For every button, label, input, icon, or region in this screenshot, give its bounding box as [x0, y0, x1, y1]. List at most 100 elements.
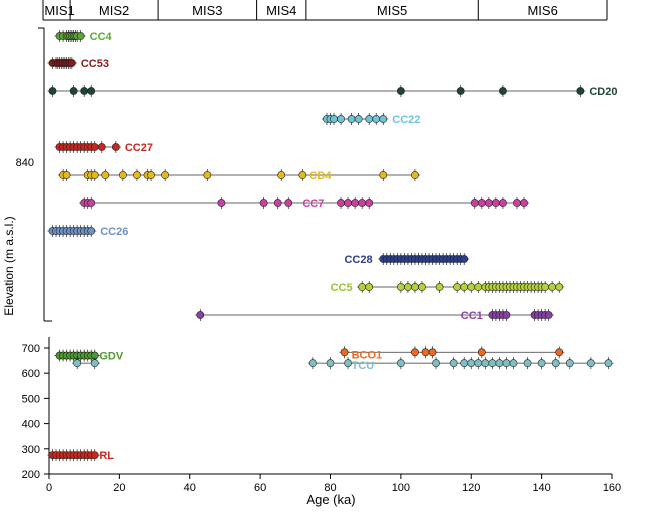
series-label: RL [99, 450, 114, 462]
data-point [372, 115, 381, 123]
x-tick-label: 80 [324, 482, 336, 494]
data-point [396, 283, 405, 291]
data-point [118, 171, 127, 179]
series-label: CD20 [589, 86, 617, 98]
series-cc4: CC4 [54, 30, 113, 43]
series-cc1: CC1 [195, 309, 554, 322]
data-point [73, 359, 82, 368]
data-point [484, 199, 493, 207]
upper-panel: 840 [16, 27, 52, 322]
series-cc28: CC28 [344, 253, 470, 266]
series-cd20: CD20 [47, 85, 617, 98]
data-point [460, 255, 469, 263]
data-point [76, 32, 85, 40]
data-point [87, 199, 96, 207]
data-point [330, 115, 338, 123]
series-label: GDV [99, 351, 124, 363]
data-point [344, 199, 352, 207]
data-point [87, 87, 96, 95]
data-point [133, 171, 141, 179]
x-tick-label: 120 [462, 482, 480, 494]
data-point [555, 283, 564, 291]
data-point [273, 199, 282, 207]
data-point [428, 348, 437, 357]
series-cc26: CC26 [47, 225, 128, 238]
x-tick-label: 60 [254, 482, 266, 494]
data-point [347, 115, 356, 123]
mis-label: MIS5 [377, 3, 407, 18]
data-point [502, 311, 511, 319]
data-point [499, 199, 507, 207]
data-point [259, 199, 268, 207]
data-point [513, 199, 521, 207]
data-point [565, 359, 574, 368]
data-point [396, 87, 405, 95]
data-point [460, 283, 469, 291]
data-point [48, 87, 57, 95]
series-label: CD4 [309, 170, 332, 182]
data-point [217, 199, 226, 207]
data-point [509, 359, 518, 368]
data-point [147, 171, 155, 179]
data-point [421, 348, 430, 357]
data-point [481, 359, 490, 368]
mis-label: MIS3 [192, 3, 222, 18]
data-point [344, 359, 352, 368]
data-point [326, 359, 335, 368]
mis-stage-bar: MIS1 MIS2 MIS3 MIS4 MIS5 MIS6 [42, 0, 608, 21]
x-tick-label: 20 [113, 482, 125, 494]
mis-label: MIS2 [99, 3, 129, 18]
data-point [544, 311, 553, 319]
x-tick-label: 0 [46, 482, 52, 494]
data-point [284, 199, 293, 207]
data-point [351, 199, 360, 207]
data-point [337, 199, 345, 207]
data-point [365, 283, 374, 291]
series-layer: CC4 CC53 CD20 CC22 CC27 CD4 CC7 CC26 CC28 CC5 CC1 G… [47, 30, 617, 462]
data-point [449, 359, 458, 368]
data-point [90, 359, 99, 368]
series-rl: RL [47, 449, 114, 462]
data-point [90, 143, 99, 151]
y-tick-label: 500 [22, 393, 40, 405]
data-point [97, 143, 106, 151]
data-point [203, 171, 212, 179]
data-point [435, 283, 444, 291]
data-point [474, 359, 483, 368]
data-point [488, 359, 497, 368]
data-point [453, 283, 462, 291]
data-point [87, 227, 96, 235]
data-point [537, 359, 546, 368]
series-label: CC22 [392, 114, 420, 126]
x-axis-label: Age (ka) [306, 492, 355, 507]
data-point [69, 87, 78, 95]
x-tick-label: 140 [532, 482, 550, 494]
data-point [411, 348, 419, 357]
lower-panel: 200 300 400 500 600 700 0 20 40 60 80 100 120 140 160 [22, 337, 621, 494]
y-axis-label: Elevation (m a.s.l.) [2, 216, 16, 315]
data-point [460, 359, 469, 368]
series-label: CC53 [81, 58, 109, 70]
mis-label: MIS1 [44, 3, 74, 18]
x-tick-label: 40 [184, 482, 196, 494]
series-gdv: GDV [54, 349, 124, 363]
data-point [309, 359, 317, 368]
data-point [604, 359, 613, 368]
data-point [67, 59, 76, 67]
data-point [467, 359, 476, 368]
series-label: BCO1 [352, 349, 383, 361]
data-point [365, 115, 374, 123]
y-tick-label: 700 [22, 343, 40, 355]
series-cc53: CC53 [47, 57, 109, 70]
series-label: CC26 [100, 226, 128, 238]
data-point [337, 115, 345, 123]
data-point [470, 199, 479, 207]
series-cc5: CC5 [331, 281, 565, 294]
data-point [551, 359, 560, 368]
data-point [90, 171, 99, 179]
data-point [495, 359, 504, 368]
data-point [62, 171, 71, 179]
series-label: CC28 [344, 254, 372, 266]
data-point [379, 115, 388, 123]
